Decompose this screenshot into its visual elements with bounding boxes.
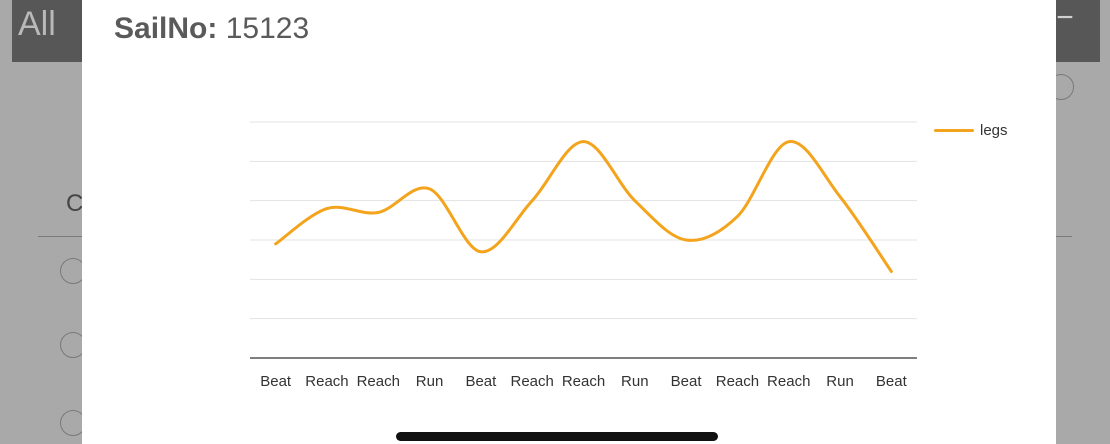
home-indicator xyxy=(396,432,718,441)
x-tick-label: Reach xyxy=(767,373,810,390)
x-tick-label: Beat xyxy=(260,373,292,390)
background-header-title: All xyxy=(12,0,82,62)
chart-modal: SailNo: 15123 Beat Reach Reach Run Beat Reach… xyxy=(82,0,1056,444)
x-tick-label: Beat xyxy=(465,373,497,390)
sail-number-label: SailNo: xyxy=(114,12,218,45)
legend-swatch xyxy=(934,129,974,132)
legs-line-chart: Beat Reach Reach Run Beat Reach Reach Run Beat Re… xyxy=(250,121,917,390)
sail-number-value: 15123 xyxy=(225,12,310,45)
legend-label: legs xyxy=(980,122,1008,139)
series-line-legs xyxy=(274,140,893,273)
x-tick-label: Run xyxy=(621,373,649,390)
modal-title: SailNo: 15123 xyxy=(114,12,309,46)
x-tick-label: Beat xyxy=(876,373,908,390)
background-column-fragment: C xyxy=(66,190,84,217)
x-tick-label: Reach xyxy=(305,373,348,390)
x-tick-label: Run xyxy=(416,373,444,390)
chart-legend: legs xyxy=(934,122,1008,139)
x-tick-label: Run xyxy=(826,373,854,390)
x-tick-label: Reach xyxy=(511,373,554,390)
x-tick-label: Beat xyxy=(671,373,703,390)
x-tick-label: Reach xyxy=(357,373,400,390)
x-tick-label: Reach xyxy=(562,373,605,390)
x-tick-label: Reach xyxy=(716,373,759,390)
